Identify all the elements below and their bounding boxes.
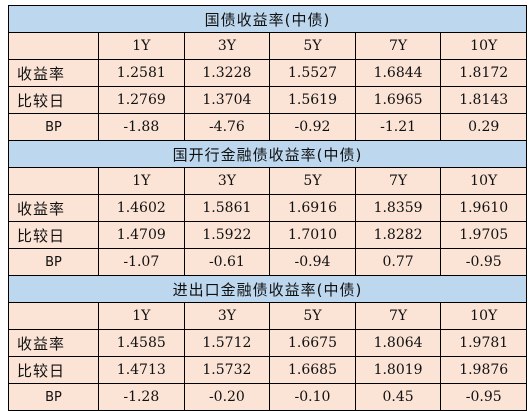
value-cell: -4.76 [183,113,271,141]
yield-table: 国债收益率(中债) 1Y 3Y 5Y 7Y 10Y 收益率 1.2581 1.3228 1.552… [7,5,528,411]
column-header: 7Y [354,32,442,60]
section-title-row: 进出口金融债收益率(中债) [7,275,528,303]
column-header-row: 1Y 3Y 5Y 7Y 10Y [8,167,528,195]
column-header: 3Y [183,302,271,330]
value-cell: 1.9610 [440,194,528,222]
value-cell: 0.77 [354,248,442,276]
table-row-compare: 比较日 1.4709 1.5922 1.7010 1.8282 1.9705 [8,221,528,249]
value-cell: 1.2581 [98,59,185,87]
value-cell: 1.9705 [440,221,528,249]
value-cell: 1.8359 [354,194,442,222]
value-cell: -0.94 [269,248,356,276]
value-cell: 1.5712 [183,329,271,357]
section-title-row: 国债收益率(中债) [7,5,528,33]
value-cell: 1.8064 [354,329,442,357]
value-cell: 1.6675 [269,329,356,357]
value-cell: -1.28 [98,383,185,411]
section-title: 国开行金融债收益率(中债) [7,140,528,168]
column-header: 10Y [440,302,528,330]
value-cell: 1.3228 [183,59,271,87]
value-cell: 1.6965 [354,86,442,114]
table-row-yield: 收益率 1.2581 1.3228 1.5527 1.6844 1.8172 [8,59,528,87]
section-title: 国债收益率(中债) [7,5,528,33]
table-row-bp: BP -1.28 -0.20 -0.10 0.45 -0.95 [8,383,528,411]
value-cell: 1.3704 [183,86,271,114]
value-cell: -0.95 [440,383,528,411]
value-cell: 1.7010 [269,221,356,249]
column-header-row: 1Y 3Y 5Y 7Y 10Y [8,32,528,60]
value-cell: -0.95 [440,248,528,276]
value-cell: 1.4709 [98,221,185,249]
value-cell: 1.8019 [354,356,442,384]
value-cell: 1.6844 [354,59,442,87]
value-cell: 0.45 [354,383,442,411]
column-header: 7Y [354,167,442,195]
value-cell: -0.10 [269,383,356,411]
header-blank-cell [8,302,99,330]
row-label-yield: 收益率 [8,194,99,222]
value-cell: 1.4585 [98,329,185,357]
value-cell: 0.29 [440,113,528,141]
column-header: 5Y [269,302,356,330]
row-label-yield: 收益率 [8,329,99,357]
value-cell: 1.8143 [440,86,528,114]
value-cell: 1.8172 [440,59,528,87]
value-cell: -0.61 [183,248,271,276]
column-header: 5Y [269,167,356,195]
yield-table-body: 国债收益率(中债) 1Y 3Y 5Y 7Y 10Y 收益率 1.2581 1.3228 1.552… [7,5,528,411]
value-cell: 1.9781 [440,329,528,357]
table-row-yield: 收益率 1.4585 1.5712 1.6675 1.8064 1.9781 [8,329,528,357]
row-label-compare: 比较日 [8,221,99,249]
value-cell: 1.5922 [183,221,271,249]
row-label-compare: 比较日 [8,356,99,384]
value-cell: -0.92 [269,113,356,141]
column-header: 1Y [98,32,185,60]
value-cell: -0.20 [183,383,271,411]
value-cell: 1.5527 [269,59,356,87]
value-cell: 1.5619 [269,86,356,114]
column-header: 7Y [354,302,442,330]
table-row-bp: BP -1.88 -4.76 -0.92 -1.21 0.29 [8,113,528,141]
value-cell: -1.88 [98,113,185,141]
row-label-yield: 收益率 [8,59,99,87]
value-cell: 1.6685 [269,356,356,384]
value-cell: -1.21 [354,113,442,141]
table-row-compare: 比较日 1.2769 1.3704 1.5619 1.6965 1.8143 [8,86,528,114]
row-label-compare: 比较日 [8,86,99,114]
row-label-bp: BP [8,383,99,411]
value-cell: 1.2769 [98,86,185,114]
column-header: 1Y [98,302,185,330]
value-cell: -1.07 [98,248,185,276]
header-blank-cell [8,167,99,195]
row-label-bp: BP [8,113,99,141]
column-header: 10Y [440,167,528,195]
section-title-row: 国开行金融债收益率(中债) [7,140,528,168]
column-header: 3Y [183,167,271,195]
value-cell: 1.9876 [440,356,528,384]
column-header: 10Y [440,32,528,60]
column-header-row: 1Y 3Y 5Y 7Y 10Y [8,302,528,330]
value-cell: 1.4713 [98,356,185,384]
value-cell: 1.8282 [354,221,442,249]
value-cell: 1.5861 [183,194,271,222]
column-header: 5Y [269,32,356,60]
value-cell: 1.6916 [269,194,356,222]
value-cell: 1.4602 [98,194,185,222]
yield-table-container: 国债收益率(中债) 1Y 3Y 5Y 7Y 10Y 收益率 1.2581 1.3228 1.552… [7,5,528,411]
table-row-compare: 比较日 1.4713 1.5732 1.6685 1.8019 1.9876 [8,356,528,384]
column-header: 1Y [98,167,185,195]
row-label-bp: BP [8,248,99,276]
table-row-yield: 收益率 1.4602 1.5861 1.6916 1.8359 1.9610 [8,194,528,222]
header-blank-cell [8,32,99,60]
section-title: 进出口金融债收益率(中债) [7,275,528,303]
column-header: 3Y [183,32,271,60]
table-row-bp: BP -1.07 -0.61 -0.94 0.77 -0.95 [8,248,528,276]
value-cell: 1.5732 [183,356,271,384]
